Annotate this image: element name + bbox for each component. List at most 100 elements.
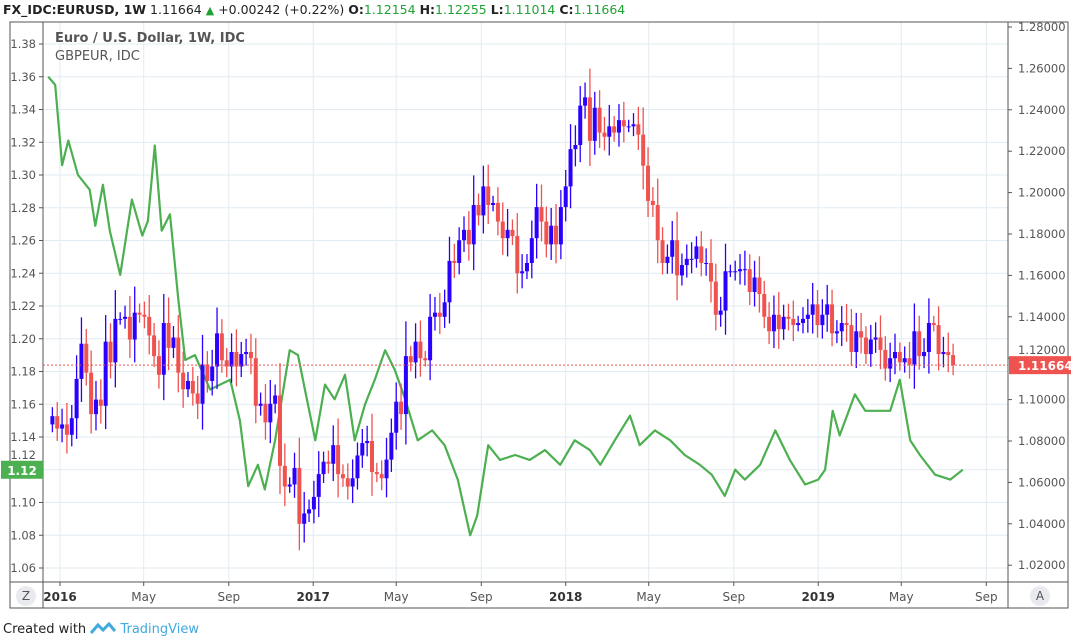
candle-body <box>926 323 931 352</box>
zoom-reset-button-label[interactable]: Z <box>22 589 30 603</box>
candle <box>621 101 626 143</box>
candle <box>752 260 757 307</box>
candle <box>723 243 728 335</box>
candle-body <box>752 277 757 292</box>
candle <box>650 187 655 218</box>
candle-body <box>510 229 515 237</box>
candle-body <box>132 312 137 340</box>
right-axis-tick-label: 1.02000 <box>1018 558 1066 572</box>
candle-body <box>374 472 379 475</box>
candle-body <box>796 323 801 326</box>
candle-body <box>941 351 946 355</box>
close-label: C: <box>559 2 574 17</box>
candle-body <box>185 380 190 390</box>
candle <box>476 193 481 226</box>
candle <box>418 320 423 377</box>
candle-body <box>791 318 796 326</box>
candle <box>888 342 893 383</box>
candle <box>771 295 776 349</box>
candle-body <box>219 333 224 361</box>
candle <box>931 315 936 332</box>
x-axis-tick-label: Sep <box>975 590 998 604</box>
candle <box>297 437 302 551</box>
candle-body <box>370 441 375 473</box>
auto-scale-button[interactable]: A <box>1030 586 1050 606</box>
x-axis-tick-label: 2018 <box>549 590 582 604</box>
candle-body <box>665 256 670 263</box>
tradingview-brand[interactable]: TradingView <box>120 622 199 637</box>
left-axis-tick-label: 1.06 <box>10 561 36 575</box>
high-label: H: <box>419 2 436 17</box>
candle-body <box>583 97 588 106</box>
candle <box>830 289 835 347</box>
x-axis-tick-label: 2016 <box>43 590 76 604</box>
candle <box>118 312 123 325</box>
auto-scale-button-label[interactable]: A <box>1036 589 1045 603</box>
candle-body <box>825 304 830 315</box>
candle <box>558 190 563 260</box>
candle-body <box>675 240 680 276</box>
candle-body <box>495 202 500 222</box>
candle <box>592 91 597 155</box>
candle-body <box>244 351 249 355</box>
left-axis-tick-label: 1.28 <box>10 201 36 215</box>
candle-body <box>587 97 592 141</box>
candle <box>185 372 190 398</box>
candle <box>93 380 98 431</box>
low-label: L: <box>490 2 504 17</box>
right-axis-tick-label: 1.16000 <box>1018 268 1066 282</box>
candle-body <box>849 325 854 352</box>
candle <box>863 326 868 364</box>
candle-body <box>873 337 878 340</box>
candle <box>762 281 767 329</box>
candle <box>491 195 496 212</box>
candle <box>239 341 244 378</box>
right-axis-tick-label: 1.20000 <box>1018 186 1066 200</box>
compare-value-badge-text: 1.12 <box>7 464 37 478</box>
zoom-reset-button[interactable]: Z <box>16 586 36 606</box>
left-axis-tick-label: 1.22 <box>10 299 36 313</box>
zoom-reset-button-circle[interactable] <box>16 586 36 606</box>
last-price-badge-text: 1.11664 <box>1018 359 1073 373</box>
candle <box>79 317 84 403</box>
candle-body <box>462 229 467 241</box>
candle-body <box>815 304 820 326</box>
candle <box>631 113 636 137</box>
candle-body <box>728 271 733 273</box>
auto-scale-button-circle[interactable] <box>1030 586 1050 606</box>
candle <box>210 349 215 396</box>
candle <box>515 213 520 294</box>
candle <box>893 333 898 375</box>
candle-body <box>224 360 229 367</box>
candle <box>171 325 176 358</box>
candle <box>471 175 476 271</box>
candle-body <box>529 238 534 263</box>
candle-body <box>215 333 220 367</box>
candle-body <box>418 341 423 359</box>
candle-body <box>951 355 956 366</box>
candle-body <box>554 225 559 245</box>
candle <box>452 243 457 278</box>
price-chart[interactable]: 1.06 1.08 1.10 1.12 1.14 1.16 1.18 1.20 1.22 1.24… <box>0 0 1075 615</box>
left-axis-tick-label: 1.38 <box>10 37 36 51</box>
candle <box>127 295 132 358</box>
x-axis-tick-label: May <box>384 590 409 604</box>
left-axis-tick-label: 1.30 <box>10 168 36 182</box>
candle <box>796 315 801 332</box>
candle-body <box>500 221 505 239</box>
candle <box>258 392 263 416</box>
candle <box>587 68 592 166</box>
candle <box>694 236 699 268</box>
candle-body <box>428 316 433 361</box>
right-axis-tick-label: 1.08000 <box>1018 434 1066 448</box>
candle <box>495 187 500 236</box>
candle-body <box>612 126 617 133</box>
candle <box>340 464 345 487</box>
right-axis-tick-label: 1.04000 <box>1018 517 1066 531</box>
candle <box>854 312 859 369</box>
left-axis-tick-label: 1.16 <box>10 397 36 411</box>
candle <box>336 418 341 498</box>
candle <box>539 184 544 242</box>
created-with-text: Created with <box>3 622 87 637</box>
candle-body <box>844 323 849 326</box>
